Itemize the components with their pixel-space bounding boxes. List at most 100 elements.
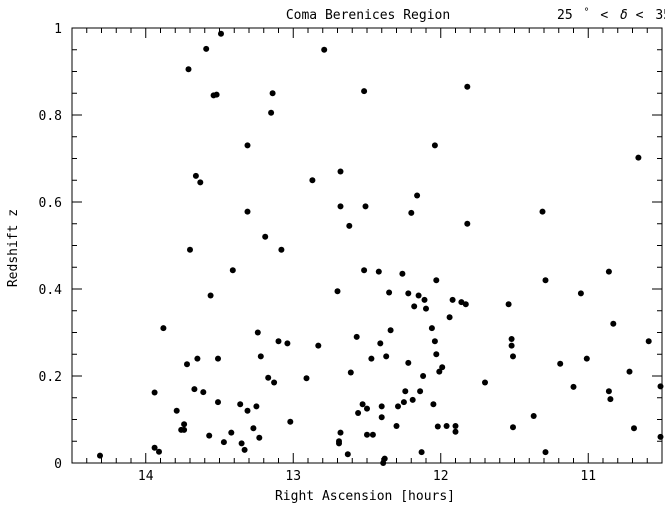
data-point [220,439,227,446]
data-point [577,290,584,297]
data-point [309,177,316,184]
data-point [207,292,214,299]
data-point [265,374,272,381]
data-point [337,429,344,436]
data-point [605,268,612,275]
y-tick-label: 0.6 [39,196,62,211]
data-point [238,440,245,447]
data-point [315,342,322,349]
data-point [229,267,236,274]
data-point [213,91,220,98]
data-point [181,426,188,433]
data-point [508,342,515,349]
data-point [395,403,401,410]
data-point [244,142,251,149]
data-point [399,270,406,277]
data-point [449,296,456,303]
data-point [383,353,390,360]
data-point [97,452,103,459]
data-point [206,432,213,439]
data-point [433,351,440,358]
data-point [194,355,201,362]
data-point [184,361,190,368]
x-axis-title: Right Ascension [hours] [275,489,455,504]
data-point [482,379,488,386]
data-point [452,428,459,435]
data-point [505,301,512,308]
data-point [359,401,366,408]
data-point [254,329,261,336]
data-point [411,303,418,310]
data-point [386,289,393,296]
data-point [657,433,664,440]
data-point [181,421,188,428]
data-point [436,368,443,375]
data-point [275,338,282,345]
data-point [334,288,341,295]
data-point [508,336,515,342]
data-point [253,403,260,410]
data-point [368,355,375,362]
subtitle-upper-bound: 35 [655,8,665,23]
data-point [369,431,376,438]
data-point [344,451,351,458]
data-point [336,438,342,445]
data-point [378,403,385,410]
y-tick-label: 0 [54,457,62,472]
data-point [303,375,310,382]
data-point [415,292,422,299]
data-point [191,386,198,393]
data-point [421,296,428,303]
data-point [250,425,257,432]
data-point [393,423,400,429]
chart-subtitle: 25 ° < δ < 35 ° [557,4,665,23]
y-tick-label: 0.2 [39,370,62,385]
data-point [430,401,437,408]
data-point [244,208,251,215]
subtitle-less-than-2: < [636,8,644,23]
data-point [347,369,354,376]
data-point [256,434,263,441]
data-points [97,30,664,466]
data-point [400,399,407,406]
data-point [268,109,275,116]
data-point [462,301,469,308]
data-point [192,172,199,179]
data-point [321,46,328,53]
data-point [218,30,224,37]
data-point [439,364,446,371]
data-point [417,388,424,395]
data-point [409,396,416,403]
data-point [645,338,652,345]
x-tick-label: 13 [285,469,301,484]
data-point [433,277,440,284]
data-point [346,222,353,229]
data-point [244,407,251,414]
data-point [241,446,248,453]
data-point [228,429,235,436]
data-point [428,325,435,332]
data-point [353,333,360,340]
data-point [200,389,207,396]
data-point [337,168,344,175]
data-point [187,246,193,253]
data-point [510,424,516,431]
data-point [542,449,549,456]
data-point [408,209,415,216]
data-point [452,423,459,429]
subtitle-lower-bound: 25 [557,8,573,23]
data-point [377,340,384,347]
data-point [215,399,221,406]
data-point [361,267,368,274]
data-point [262,233,269,240]
data-point [635,154,642,161]
data-point [539,208,546,215]
data-point [278,246,285,253]
data-point [173,407,180,414]
data-point [570,383,577,390]
data-point [657,383,664,390]
x-tick-label: 11 [580,469,596,484]
data-point [203,45,210,52]
data-point [381,455,388,462]
data-point [237,401,244,408]
